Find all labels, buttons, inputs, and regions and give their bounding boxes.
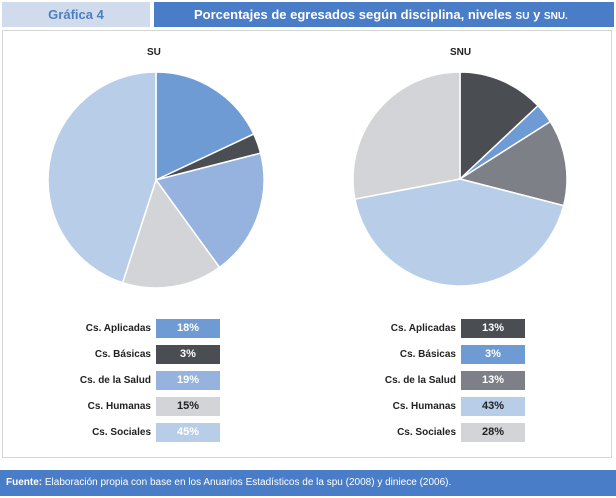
legend-label-su-basicas: Cs. Básicas (94, 349, 151, 360)
pie-slice-su-2 (154, 152, 265, 269)
pie-slice-snu-2 (458, 120, 568, 207)
figure-title-text: Porcentajes de egresados según disciplin… (194, 7, 512, 22)
source-label: Fuente: (6, 477, 43, 488)
legend-label-snu-salud: Cs. de la Salud (384, 375, 456, 386)
figure-title: Porcentajes de egresados según disciplin… (154, 2, 614, 27)
figure-title-snu: SNU. (543, 11, 568, 22)
legend-label-snu-basicas: Cs. Básicas (399, 349, 456, 360)
figure-title-and: y (533, 7, 541, 22)
chart-frame (2, 30, 612, 458)
legend-label-su-aplicadas: Cs. Aplicadas (85, 323, 151, 334)
legend-value-su-basicas: 3% (156, 345, 220, 364)
pie-title-su: SU (147, 47, 161, 58)
pie-slice-snu-4 (352, 71, 461, 200)
legend-value-su-sociales: 45% (156, 423, 220, 442)
legend-value-snu-basicas: 3% (461, 345, 525, 364)
legend-value-snu-aplicadas: 13% (461, 319, 525, 338)
figure-title-su: SU (515, 11, 530, 22)
pie-chart-su (47, 71, 265, 289)
figure-number: Gráfica 4 (2, 2, 150, 27)
legend-label-su-sociales: Cs. Sociales (92, 427, 151, 438)
pie-slice-snu-3 (354, 178, 565, 287)
pie-slice-su-4 (47, 71, 157, 284)
legend-label-su-humanas: Cs. Humanas (87, 401, 151, 412)
legend-label-snu-humanas: Cs. Humanas (392, 401, 456, 412)
source-footer: Fuente: Elaboración propia con base en l… (0, 470, 616, 496)
legend-label-snu-sociales: Cs. Sociales (397, 427, 456, 438)
pie-title-snu: SNU (450, 47, 472, 58)
legend-value-su-aplicadas: 18% (156, 319, 220, 338)
legend-value-snu-sociales: 28% (461, 423, 525, 442)
pie-slice-su-0 (155, 71, 255, 182)
figure-header: Gráfica 4 Porcentajes de egresados según… (2, 2, 614, 27)
legend-value-snu-salud: 13% (461, 371, 525, 390)
source-text: Elaboración propia con base en los Anuar… (44, 477, 452, 488)
pie-slice-snu-0 (459, 71, 540, 181)
legend-label-snu-aplicadas: Cs. Aplicadas (390, 323, 456, 334)
legend-value-snu-humanas: 43% (461, 397, 525, 416)
pie-chart-snu (352, 71, 568, 287)
legend-label-su-salud: Cs. de la Salud (79, 375, 151, 386)
legend-value-su-salud: 19% (156, 371, 220, 390)
legend-value-su-humanas: 15% (156, 397, 220, 416)
pie-slice-su-3 (121, 178, 221, 289)
